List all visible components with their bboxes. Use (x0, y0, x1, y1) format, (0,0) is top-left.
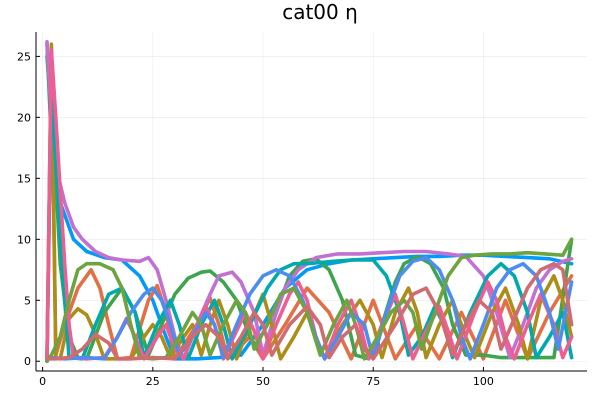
y-tick-label: 25 (17, 50, 31, 63)
series-line-9 (45, 237, 574, 363)
x-tick-label: 0 (39, 375, 46, 388)
y-tick-label: 10 (17, 233, 31, 246)
y-tick-label: 5 (24, 294, 31, 307)
axes (35, 32, 587, 372)
chart-title: cat00 η (282, 0, 358, 24)
x-tick-label: 100 (473, 375, 494, 388)
x-tick-label: 75 (366, 375, 380, 388)
x-tick-label: 50 (256, 375, 270, 388)
y-tick-label: 15 (17, 172, 31, 185)
x-tick-label: 25 (146, 375, 160, 388)
y-tick-label: 0 (24, 355, 31, 368)
x-tick-labels: 0 25 50 75 100 (39, 367, 494, 388)
series-line-6 (45, 79, 574, 363)
series-group (45, 40, 574, 363)
y-tick-labels: 0 5 10 15 20 25 (17, 50, 40, 368)
series-line-10 (45, 261, 574, 361)
y-tick-label: 20 (17, 111, 31, 124)
